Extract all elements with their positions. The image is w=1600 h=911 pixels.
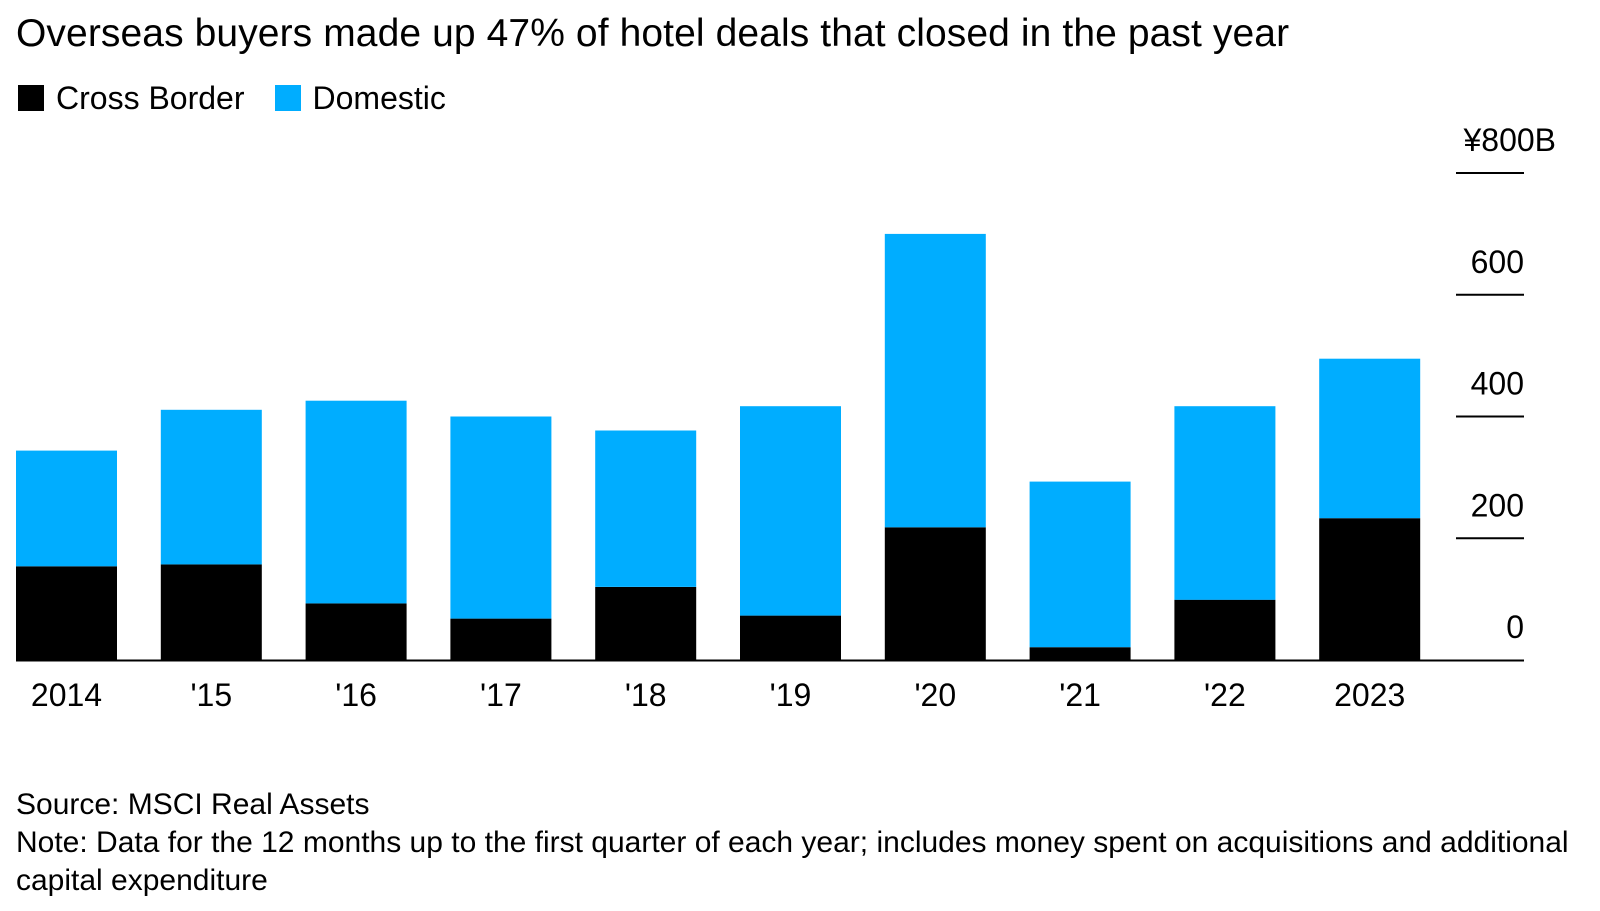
bar-cross-border-3 xyxy=(450,618,552,660)
bar-domestic-4 xyxy=(595,430,697,587)
legend: Cross Border Domestic xyxy=(18,76,476,120)
legend-swatch-domestic xyxy=(274,85,301,111)
bar-domestic-3 xyxy=(450,416,552,619)
x-tick-label: 2023 xyxy=(1334,677,1405,713)
legend-item-cross-border: Cross Border xyxy=(18,80,245,117)
bar-cross-border-2 xyxy=(305,603,407,660)
bar-domestic-8 xyxy=(1174,406,1276,600)
bar-cross-border-9 xyxy=(1319,518,1421,660)
y-tick-label: 200 xyxy=(1471,487,1524,523)
bar-domestic-2 xyxy=(305,400,407,604)
y-tick-label: 400 xyxy=(1471,366,1524,402)
x-tick-label: '20 xyxy=(914,677,956,713)
x-tick-label: '19 xyxy=(770,677,812,713)
bar-domestic-1 xyxy=(160,409,262,565)
bar-domestic-9 xyxy=(1319,358,1421,519)
bar-domestic-0 xyxy=(16,450,117,567)
chart-footer: Source: MSCI Real Assets Note: Data for … xyxy=(16,786,1586,900)
y-tick-label: 600 xyxy=(1471,244,1524,280)
x-tick-label: '17 xyxy=(480,677,522,713)
bar-cross-border-7 xyxy=(1029,647,1131,660)
legend-label-cross-border: Cross Border xyxy=(56,79,245,116)
x-tick-label: '21 xyxy=(1059,677,1101,713)
source-text: Source: MSCI Real Assets xyxy=(16,788,370,821)
bar-cross-border-5 xyxy=(740,615,841,660)
x-tick-label: '18 xyxy=(625,677,667,713)
x-tick-label: 2014 xyxy=(31,677,102,713)
y-tick-label: 0 xyxy=(1506,609,1524,645)
bar-cross-border-4 xyxy=(595,587,697,660)
x-tick-label: '16 xyxy=(335,677,377,713)
bar-domestic-6 xyxy=(884,233,986,528)
y-tick-label: ¥800B xyxy=(1462,122,1556,158)
x-tick-label: '15 xyxy=(190,677,232,713)
legend-item-domestic: Domestic xyxy=(274,79,446,117)
bar-cross-border-6 xyxy=(884,527,986,660)
legend-label-domestic: Domestic xyxy=(312,79,446,116)
chart-title: Overseas buyers made up 47% of hotel dea… xyxy=(16,12,1290,55)
x-tick-label: '22 xyxy=(1204,677,1246,713)
bar-cross-border-8 xyxy=(1174,599,1276,660)
note-text: Note: Data for the 12 months up to the f… xyxy=(16,826,1569,897)
bar-cross-border-0 xyxy=(16,566,117,660)
bar-cross-border-1 xyxy=(160,564,262,660)
legend-swatch-cross-border xyxy=(18,85,44,111)
bar-domestic-7 xyxy=(1029,481,1131,648)
bar-domestic-5 xyxy=(740,406,841,616)
